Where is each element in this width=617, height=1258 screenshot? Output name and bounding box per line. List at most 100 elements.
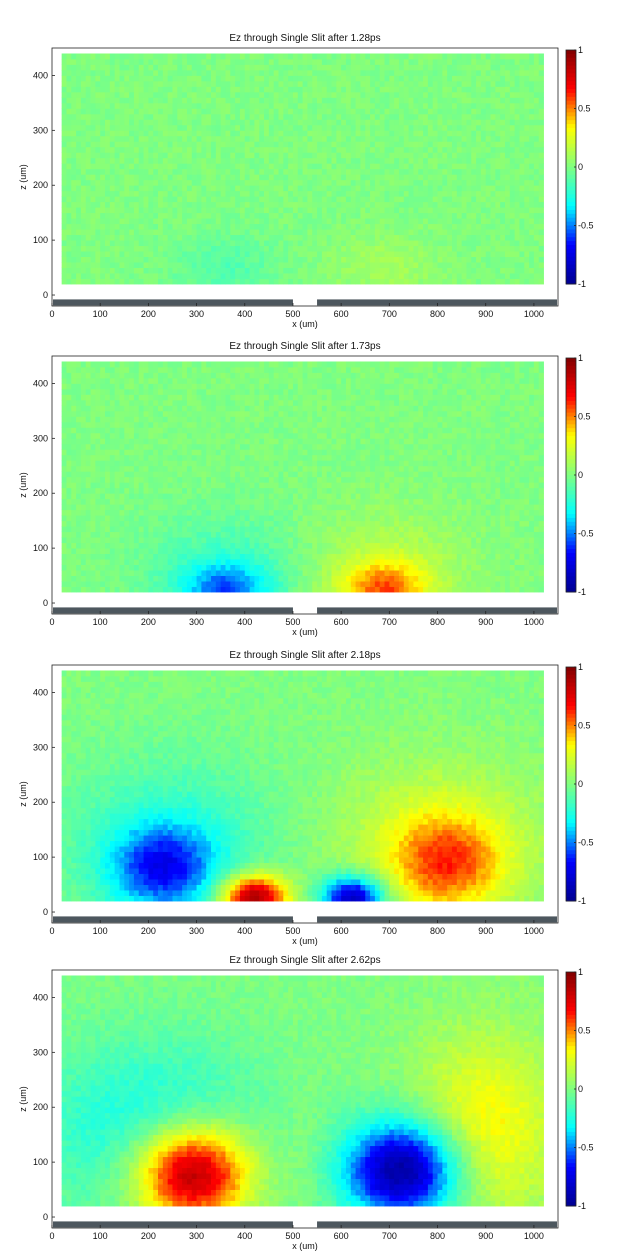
heatmap-cell: [221, 229, 226, 235]
heatmap-cell: [81, 59, 86, 65]
heatmap-cell: [452, 86, 457, 92]
heatmap-cell: [327, 191, 332, 197]
heatmap-cell: [288, 152, 293, 158]
heatmap-cell: [269, 158, 274, 164]
heatmap-cell: [505, 581, 510, 587]
heatmap-cell: [124, 174, 129, 180]
heatmap-cell: [466, 70, 471, 76]
heatmap-cell: [274, 53, 279, 59]
heatmap-cell: [172, 576, 177, 582]
heatmap-cell: [447, 180, 452, 186]
heatmap-cell: [399, 174, 404, 180]
heatmap-cell: [307, 174, 312, 180]
heatmap-cell: [144, 240, 149, 246]
heatmap-cell: [505, 180, 510, 186]
heatmap-cell: [206, 554, 211, 560]
heatmap-cell: [66, 75, 71, 81]
heatmap-cell: [365, 158, 370, 164]
heatmap-cell: [433, 108, 438, 114]
heatmap-cell: [62, 224, 67, 230]
heatmap-cell: [394, 130, 399, 136]
heatmap-cell: [124, 141, 129, 147]
heatmap-cell: [481, 64, 486, 70]
heatmap-cell: [211, 141, 216, 147]
heatmap-cell: [86, 268, 91, 274]
heatmap-cell: [529, 273, 534, 279]
heatmap-cell: [245, 180, 250, 186]
heatmap-cell: [341, 273, 346, 279]
heatmap-cell: [91, 229, 96, 235]
heatmap-cell: [153, 158, 158, 164]
heatmap-cell: [254, 185, 259, 191]
heatmap-cell: [216, 114, 221, 120]
heatmap-cell: [139, 64, 144, 70]
heatmap-cell: [274, 559, 279, 565]
heatmap-cell: [346, 75, 351, 81]
heatmap-cell: [433, 213, 438, 219]
heatmap-cell: [491, 108, 496, 114]
heatmap-cell: [336, 565, 341, 571]
heatmap-cell: [129, 587, 134, 593]
heatmap-cell: [423, 136, 428, 142]
heatmap-cell: [264, 279, 269, 285]
heatmap-cell: [163, 97, 168, 103]
heatmap-cell: [404, 251, 409, 257]
heatmap-cell: [148, 581, 153, 587]
heatmap-cell: [351, 576, 356, 582]
heatmap-cell: [225, 570, 230, 576]
heatmap-cell: [129, 152, 134, 158]
heatmap-cell: [322, 86, 327, 92]
heatmap-cell: [481, 262, 486, 268]
heatmap-cell: [163, 136, 168, 142]
heatmap-cell: [86, 70, 91, 76]
heatmap-cell: [95, 559, 100, 565]
heatmap-cell: [279, 559, 284, 565]
heatmap-cell: [197, 229, 202, 235]
heatmap-cell: [341, 251, 346, 257]
heatmap-cell: [351, 86, 356, 92]
heatmap-cell: [312, 262, 317, 268]
heatmap-cell: [254, 108, 259, 114]
heatmap-cell: [413, 130, 418, 136]
heatmap-cell: [356, 576, 361, 582]
heatmap-cell: [385, 75, 390, 81]
heatmap-cell: [230, 262, 235, 268]
heatmap-cell: [510, 262, 515, 268]
heatmap-cell: [409, 75, 414, 81]
heatmap-cell: [452, 53, 457, 59]
heatmap-cell: [370, 163, 375, 169]
heatmap-cell: [129, 81, 134, 87]
heatmap-cell: [404, 235, 409, 241]
heatmap-cell: [240, 235, 245, 241]
heatmap-cell: [139, 70, 144, 76]
heatmap-cell: [505, 576, 510, 582]
heatmap-cell: [298, 64, 303, 70]
heatmap-cell: [288, 581, 293, 587]
heatmap-cell: [385, 240, 390, 246]
heatmap-cell: [91, 86, 96, 92]
heatmap-cell: [211, 587, 216, 593]
colorbar-segment: [566, 202, 576, 206]
heatmap-cell: [471, 207, 476, 213]
heatmap-cell: [317, 262, 322, 268]
heatmap-cell: [192, 119, 197, 125]
heatmap-cell: [211, 191, 216, 197]
heatmap-cell: [360, 180, 365, 186]
heatmap-cell: [317, 152, 322, 158]
heatmap-cell: [240, 169, 245, 175]
heatmap-cell: [433, 257, 438, 263]
heatmap-cell: [356, 180, 361, 186]
heatmap-cell: [481, 240, 486, 246]
heatmap-cell: [307, 191, 312, 197]
heatmap-cell: [134, 169, 139, 175]
heatmap-cell: [264, 235, 269, 241]
heatmap-cell: [452, 64, 457, 70]
heatmap-cell: [491, 207, 496, 213]
heatmap-cell: [139, 81, 144, 87]
heatmap-cell: [438, 570, 443, 576]
heatmap-cell: [259, 268, 264, 274]
heatmap-cell: [365, 163, 370, 169]
heatmap-cell: [158, 108, 163, 114]
heatmap-cell: [105, 257, 110, 263]
heatmap-cell: [235, 207, 240, 213]
